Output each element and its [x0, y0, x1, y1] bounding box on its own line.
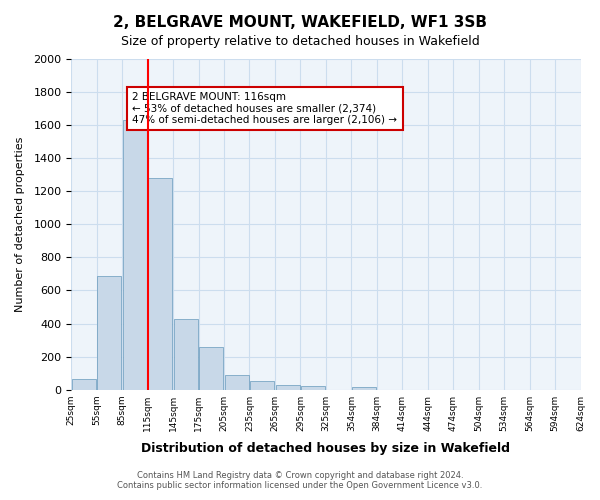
Bar [352, 387, 376, 390]
Bar [301, 386, 325, 390]
X-axis label: Distribution of detached houses by size in Wakefield: Distribution of detached houses by size … [142, 442, 511, 455]
Text: 2 BELGRAVE MOUNT: 116sqm
← 53% of detached houses are smaller (2,374)
47% of sem: 2 BELGRAVE MOUNT: 116sqm ← 53% of detach… [132, 92, 397, 126]
Bar [97, 276, 121, 390]
Bar [224, 375, 249, 390]
Text: Size of property relative to detached houses in Wakefield: Size of property relative to detached ho… [121, 35, 479, 48]
Bar [199, 348, 223, 390]
Text: Contains HM Land Registry data © Crown copyright and database right 2024.
Contai: Contains HM Land Registry data © Crown c… [118, 470, 482, 490]
Text: 2, BELGRAVE MOUNT, WAKEFIELD, WF1 3SB: 2, BELGRAVE MOUNT, WAKEFIELD, WF1 3SB [113, 15, 487, 30]
Bar [123, 120, 147, 390]
Bar [72, 379, 96, 390]
Bar [250, 380, 274, 390]
Y-axis label: Number of detached properties: Number of detached properties [15, 136, 25, 312]
Bar [275, 384, 300, 390]
Bar [148, 178, 172, 390]
Bar [173, 318, 198, 390]
